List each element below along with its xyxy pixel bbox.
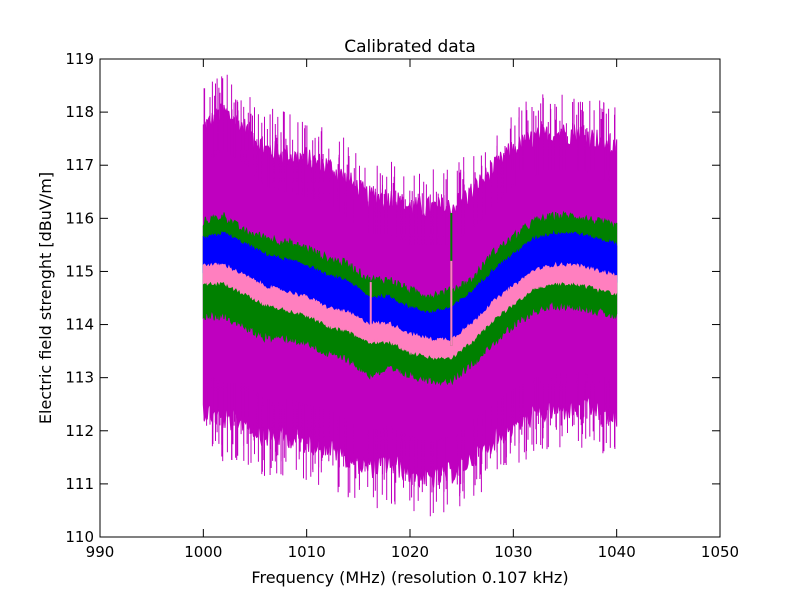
series-band-fill	[202, 261, 618, 360]
series-noise-spikes	[203, 74, 616, 517]
x-tick-label: 1040	[598, 543, 636, 561]
x-axis-label: Frequency (MHz) (resolution 0.107 kHz)	[251, 568, 568, 587]
y-tick-label: 113	[65, 369, 94, 387]
x-tick-label: 1000	[184, 543, 222, 561]
y-axis: 110 111 112 113 114 115 116 117 118 119	[65, 50, 720, 546]
y-tick-label: 112	[65, 422, 94, 440]
series-band-4	[202, 261, 618, 360]
y-tick-label: 111	[65, 475, 94, 493]
x-tick-label: 1010	[288, 543, 326, 561]
plot-data-group	[202, 74, 618, 517]
y-tick-label: 118	[65, 103, 94, 121]
x-tick-label: 1020	[391, 543, 429, 561]
y-tick-label: 116	[65, 209, 94, 227]
x-tick-label: 990	[86, 543, 115, 561]
x-tick-label: 1030	[494, 543, 532, 561]
chart-title: Calibrated data	[344, 37, 476, 57]
x-tick-label: 1050	[701, 543, 739, 561]
y-tick-label: 117	[65, 156, 94, 174]
y-tick-label: 115	[65, 262, 94, 280]
y-tick-label: 110	[65, 528, 94, 546]
y-tick-label: 119	[65, 50, 94, 68]
y-tick-label: 114	[65, 316, 94, 334]
x-axis: 990 1000 1010 1020 1030 1040 1050	[86, 59, 739, 561]
y-axis-label: Electric field strenght [dBuV/m]	[36, 172, 55, 424]
